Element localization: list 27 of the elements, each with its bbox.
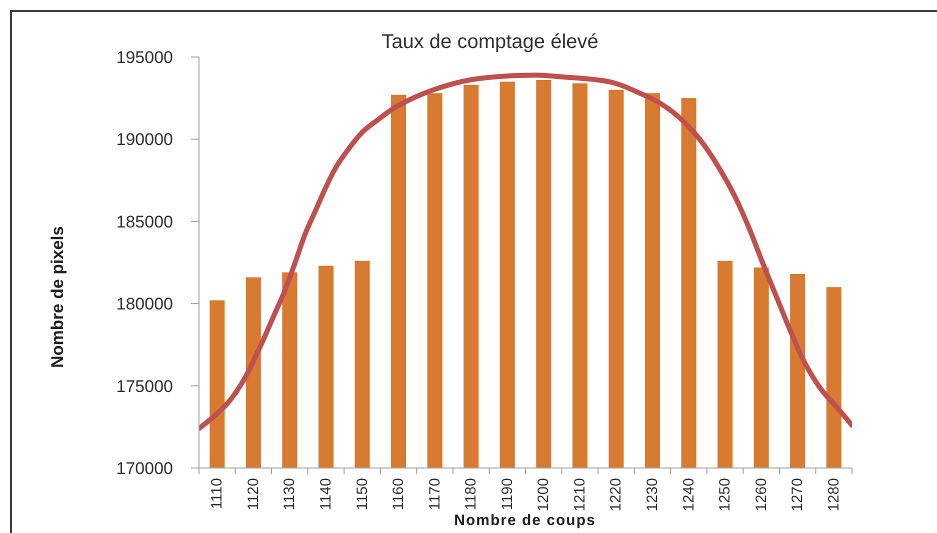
x-tick-label: 1240	[680, 478, 698, 512]
y-tick-label: 195000	[116, 48, 173, 68]
x-tick-label: 1230	[644, 478, 661, 512]
x-tick-label: 1250	[716, 478, 734, 512]
x-tick-label: 1150	[354, 478, 371, 510]
y-tick-label: 170000	[116, 459, 173, 478]
x-tick-label: 1160	[390, 478, 408, 510]
x-tick-label: 1120	[244, 478, 262, 510]
y-tick-label: 190000	[116, 130, 173, 150]
y-tick-label: 180000	[116, 294, 173, 314]
x-tick-label: 1110	[208, 478, 226, 510]
y-tick-label: 175000	[116, 376, 173, 396]
x-tick-label: 1210	[571, 478, 588, 512]
x-tick-label: 1170	[426, 478, 444, 510]
y-tick-label: 185000	[116, 212, 173, 232]
x-tick-label: 1140	[317, 478, 334, 510]
x-tick-label: 1280	[825, 478, 842, 512]
x-tick-label: 1180	[462, 478, 480, 510]
x-tick-label: 1270	[789, 478, 806, 512]
x-axis-title: Nombre de coups	[453, 512, 597, 530]
x-tick-label: 1260	[752, 478, 770, 512]
y-axis-title: Nombre de pixels	[48, 226, 68, 368]
x-tick-label: 1190	[498, 478, 516, 510]
x-tick-label: 1200	[535, 478, 552, 512]
x-tick-label: 1130	[281, 478, 298, 510]
x-tick-label: 1220	[608, 478, 625, 512]
chart-title: Taux de comptage élevé	[380, 30, 600, 54]
